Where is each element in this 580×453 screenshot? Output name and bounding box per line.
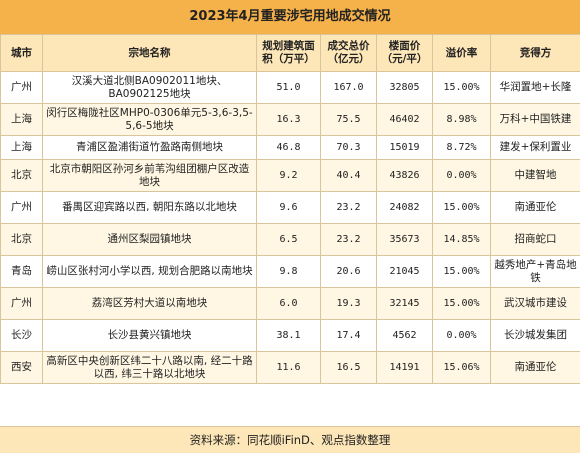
cell-buyer: 万科+中国铁建 (491, 104, 580, 136)
cell-total-price: 23.2 (321, 192, 377, 224)
cell-floor-price: 32805 (377, 72, 433, 104)
table-header-row: 城市 宗地名称 规划建筑面积（万平） 成交总价（亿元） 楼面价（元/平） 溢价率… (1, 35, 580, 72)
cell-buyer: 建发+保利置业 (491, 136, 580, 160)
cell-total-price: 40.4 (321, 160, 377, 192)
source-note: 资料来源：同花顺iFinD、观点指数整理 (0, 426, 580, 453)
cell-buyer: 南通亚伦 (491, 192, 580, 224)
table-title: 2023年4月重要涉宅用地成交情况 (0, 0, 580, 35)
cell-total-price: 75.5 (321, 104, 377, 136)
cell-floor-price: 15019 (377, 136, 433, 160)
cell-total-price: 167.0 (321, 72, 377, 104)
cell-total-price: 19.3 (321, 288, 377, 320)
header-premium-rate: 溢价率 (433, 35, 491, 72)
cell-premium-rate: 8.72% (433, 136, 491, 160)
cell-area: 38.1 (257, 320, 321, 352)
cell-buyer: 中建智地 (491, 160, 580, 192)
cell-city: 长沙 (1, 320, 43, 352)
header-area: 规划建筑面积（万平） (257, 35, 321, 72)
cell-city: 北京 (1, 160, 43, 192)
cell-floor-price: 21045 (377, 256, 433, 288)
cell-city: 广州 (1, 288, 43, 320)
cell-city: 上海 (1, 104, 43, 136)
cell-floor-price: 4562 (377, 320, 433, 352)
cell-floor-price: 43826 (377, 160, 433, 192)
header-buyer: 竞得方 (491, 35, 580, 72)
cell-buyer: 华润置地+长隆 (491, 72, 580, 104)
cell-premium-rate: 0.00% (433, 160, 491, 192)
cell-city: 西安 (1, 352, 43, 384)
cell-premium-rate: 15.00% (433, 192, 491, 224)
cell-buyer: 武汉城市建设 (491, 288, 580, 320)
cell-city: 北京 (1, 224, 43, 256)
cell-area: 9.8 (257, 256, 321, 288)
cell-buyer: 长沙城发集团 (491, 320, 580, 352)
cell-area: 6.0 (257, 288, 321, 320)
cell-city: 广州 (1, 192, 43, 224)
cell-floor-price: 46402 (377, 104, 433, 136)
cell-premium-rate: 15.00% (433, 72, 491, 104)
cell-total-price: 20.6 (321, 256, 377, 288)
cell-land-name: 北京市朝阳区孙河乡前苇沟组团棚户区改造地块 (43, 160, 257, 192)
cell-city: 青岛 (1, 256, 43, 288)
cell-land-name: 青浦区盈浦街道竹盈路南侧地块 (43, 136, 257, 160)
cell-premium-rate: 15.06% (433, 352, 491, 384)
cell-floor-price: 32145 (377, 288, 433, 320)
land-transactions-table: 城市 宗地名称 规划建筑面积（万平） 成交总价（亿元） 楼面价（元/平） 溢价率… (0, 34, 580, 384)
cell-total-price: 16.5 (321, 352, 377, 384)
cell-area: 9.2 (257, 160, 321, 192)
cell-buyer: 招商蛇口 (491, 224, 580, 256)
cell-area: 11.6 (257, 352, 321, 384)
cell-floor-price: 24082 (377, 192, 433, 224)
cell-buyer: 南通亚伦 (491, 352, 580, 384)
header-land-name: 宗地名称 (43, 35, 257, 72)
cell-city: 广州 (1, 72, 43, 104)
cell-land-name: 高新区中央创新区纬二十八路以南, 经二十路以西, 纬三十路以北地块 (43, 352, 257, 384)
cell-area: 9.6 (257, 192, 321, 224)
cell-floor-price: 35673 (377, 224, 433, 256)
cell-premium-rate: 15.00% (433, 288, 491, 320)
cell-total-price: 23.2 (321, 224, 377, 256)
cell-area: 51.0 (257, 72, 321, 104)
cell-area: 16.3 (257, 104, 321, 136)
cell-premium-rate: 15.00% (433, 256, 491, 288)
cell-premium-rate: 8.98% (433, 104, 491, 136)
cell-area: 6.5 (257, 224, 321, 256)
cell-total-price: 70.3 (321, 136, 377, 160)
cell-land-name: 通州区梨园镇地块 (43, 224, 257, 256)
cell-premium-rate: 14.85% (433, 224, 491, 256)
cell-floor-price: 14191 (377, 352, 433, 384)
cell-buyer: 越秀地产+青岛地铁 (491, 256, 580, 288)
cell-land-name: 长沙县黄兴镇地块 (43, 320, 257, 352)
cell-land-name: 崂山区张村河小学以西, 规划合肥路以南地块 (43, 256, 257, 288)
cell-land-name: 荔湾区芳村大道以南地块 (43, 288, 257, 320)
header-city: 城市 (1, 35, 43, 72)
cell-area: 46.8 (257, 136, 321, 160)
cell-land-name: 汉溪大道北侧BA0902011地块、BA0902125地块 (43, 72, 257, 104)
header-floor-price: 楼面价（元/平） (377, 35, 433, 72)
cell-land-name: 闵行区梅陇社区MHP0-0306单元5-3,6-3,5-5,6-5地块 (43, 104, 257, 136)
cell-premium-rate: 0.00% (433, 320, 491, 352)
cell-city: 上海 (1, 136, 43, 160)
cell-land-name: 番禺区迎宾路以西, 朝阳东路以北地块 (43, 192, 257, 224)
header-total-price: 成交总价（亿元） (321, 35, 377, 72)
cell-total-price: 17.4 (321, 320, 377, 352)
